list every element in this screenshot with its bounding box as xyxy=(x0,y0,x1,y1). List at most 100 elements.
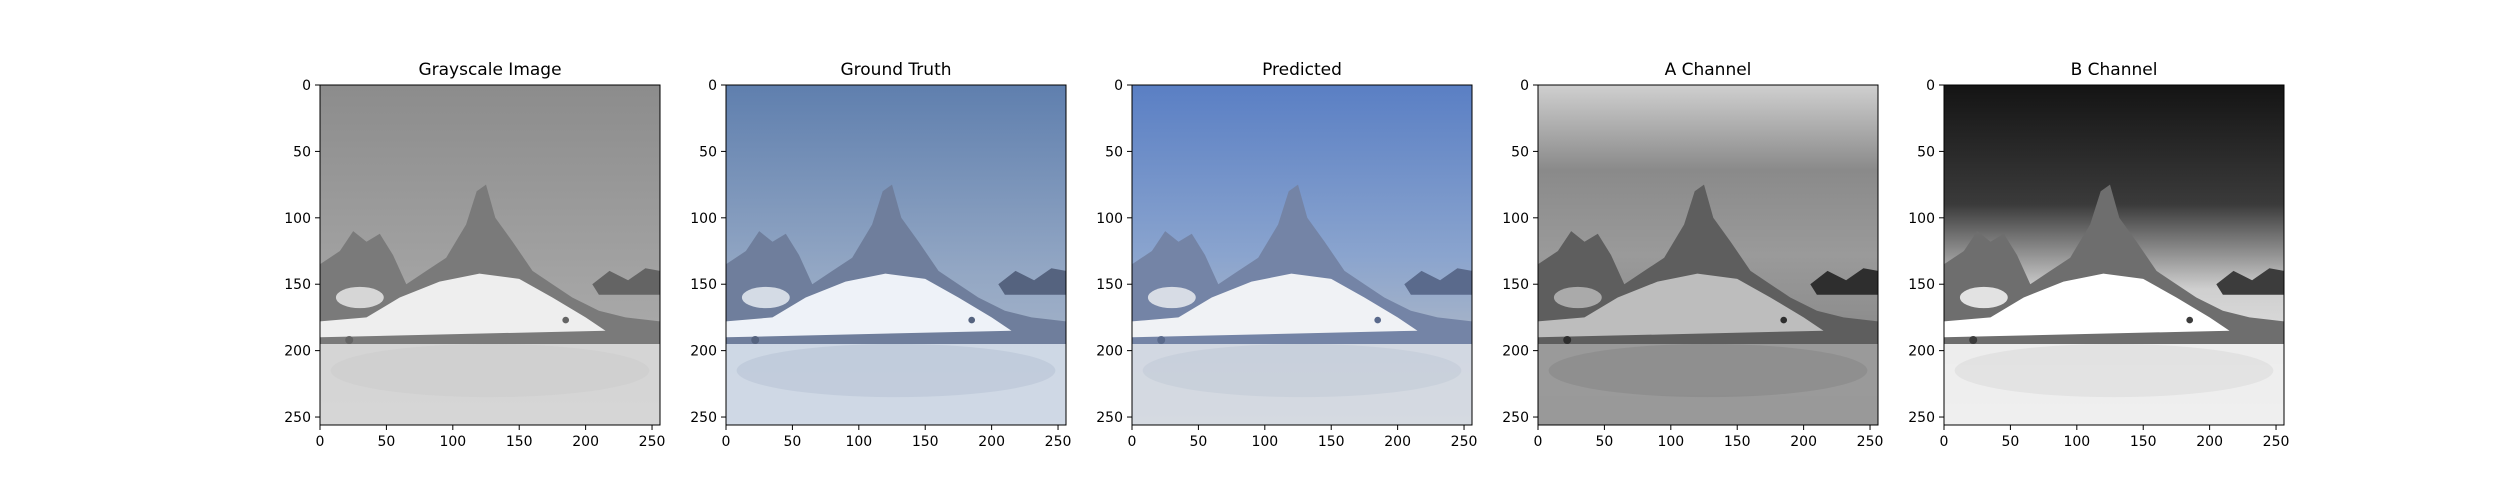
x-tick-label: 200 xyxy=(572,434,599,450)
x-tick-label: 0 xyxy=(1128,434,1137,450)
y-tick-label: 0 xyxy=(302,78,311,94)
image-rock-speck xyxy=(1780,316,1788,324)
panel-5: B Channel 0 50 100 150 200 250 0 50 100 150 200 250 xyxy=(1908,60,2289,450)
panel-title: Grayscale Image xyxy=(418,60,561,80)
x-tick-label: 250 xyxy=(1045,434,1072,450)
y-tick-label: 100 xyxy=(1502,211,1529,227)
x-tick-label: 100 xyxy=(1657,434,1684,450)
x-tick-label: 250 xyxy=(2263,434,2290,450)
image-right-ridge xyxy=(592,268,660,295)
image-snow-patch xyxy=(335,286,384,309)
image-rock-speck xyxy=(1374,316,1382,324)
panel-image xyxy=(1944,85,2284,425)
image-rock-speck xyxy=(1563,336,1572,344)
y-tick-label: 0 xyxy=(1114,78,1123,94)
x-tick-label: 0 xyxy=(722,434,731,450)
y-tick-label: 100 xyxy=(1096,211,1123,227)
x-tick-label: 0 xyxy=(1940,434,1949,450)
x-tick-label: 150 xyxy=(1724,434,1751,450)
axes-frame xyxy=(725,84,1067,426)
y-tick-label: 250 xyxy=(1096,410,1123,426)
image-snow-patch xyxy=(1147,286,1196,309)
y-tick-label: 200 xyxy=(1908,344,1935,360)
y-tick-label: 0 xyxy=(1520,78,1529,94)
x-tick-label: 150 xyxy=(912,434,939,450)
y-tick-label: 50 xyxy=(1105,144,1123,160)
x-tick-label: 50 xyxy=(377,434,395,450)
image-haze xyxy=(1142,343,1462,398)
panel-image xyxy=(1132,85,1472,425)
y-tick-label: 250 xyxy=(690,410,717,426)
x-tick-label: 50 xyxy=(783,434,801,450)
x-tick-label: 50 xyxy=(1595,434,1613,450)
image-snow-patch xyxy=(741,286,790,309)
image-rock-speck xyxy=(345,336,354,344)
image-rock-speck xyxy=(1157,336,1166,344)
axes-frame xyxy=(1537,84,1879,426)
panel-title: Predicted xyxy=(1262,60,1342,80)
y-tick-label: 200 xyxy=(284,344,311,360)
panel-4: A Channel 0 50 100 150 200 250 0 50 100 150 200 250 xyxy=(1502,60,1883,450)
y-tick-label: 250 xyxy=(1908,410,1935,426)
image-haze xyxy=(330,343,650,398)
x-tick-label: 150 xyxy=(1318,434,1345,450)
x-tick-label: 200 xyxy=(2196,434,2223,450)
y-tick-label: 150 xyxy=(1908,277,1935,293)
x-tick-label: 0 xyxy=(1534,434,1543,450)
image-right-ridge xyxy=(1404,268,1472,295)
image-snow-patch xyxy=(1553,286,1602,309)
y-tick-label: 250 xyxy=(1502,410,1529,426)
y-tick-label: 50 xyxy=(293,144,311,160)
y-tick-label: 0 xyxy=(708,78,717,94)
y-tick-label: 50 xyxy=(699,144,717,160)
y-tick-label: 150 xyxy=(284,277,311,293)
y-tick-label: 100 xyxy=(690,211,717,227)
panel-2: Ground Truth 0 50 100 150 200 250 0 50 100 150 200 2… xyxy=(690,60,1071,450)
y-tick-label: 150 xyxy=(690,277,717,293)
image-rock-speck xyxy=(751,336,760,344)
panel-title: Ground Truth xyxy=(840,60,951,80)
x-tick-label: 200 xyxy=(1790,434,1817,450)
x-tick-label: 50 xyxy=(2001,434,2019,450)
y-tick-label: 100 xyxy=(1908,211,1935,227)
y-tick-label: 50 xyxy=(1511,144,1529,160)
axes-frame xyxy=(1943,84,2285,426)
image-right-ridge xyxy=(2216,268,2284,295)
x-tick-label: 250 xyxy=(1857,434,1884,450)
y-tick-label: 200 xyxy=(1096,344,1123,360)
image-haze xyxy=(1548,343,1868,398)
x-tick-label: 250 xyxy=(639,434,666,450)
axes-frame xyxy=(319,84,661,426)
x-tick-label: 100 xyxy=(1251,434,1278,450)
image-snow-dome xyxy=(320,273,606,338)
image-rock-speck xyxy=(968,316,976,324)
image-rock-speck xyxy=(2186,316,2194,324)
x-tick-label: 0 xyxy=(316,434,325,450)
y-tick-label: 0 xyxy=(1926,78,1935,94)
image-haze xyxy=(1954,343,2274,398)
y-tick-label: 200 xyxy=(690,344,717,360)
x-tick-label: 200 xyxy=(1384,434,1411,450)
image-snow-patch xyxy=(1959,286,2008,309)
panel-image xyxy=(726,85,1066,425)
image-snow-dome xyxy=(726,273,1012,338)
x-tick-label: 150 xyxy=(2130,434,2157,450)
panel-title: B Channel xyxy=(2071,60,2158,80)
y-tick-label: 200 xyxy=(1502,344,1529,360)
x-tick-label: 150 xyxy=(506,434,533,450)
x-tick-label: 100 xyxy=(439,434,466,450)
image-right-ridge xyxy=(1810,268,1878,295)
y-tick-label: 250 xyxy=(284,410,311,426)
x-tick-label: 100 xyxy=(845,434,872,450)
x-tick-label: 100 xyxy=(2063,434,2090,450)
panel-1: Grayscale Image 0 50 100 150 200 250 0 50 100 150 2… xyxy=(284,60,665,450)
x-tick-label: 200 xyxy=(978,434,1005,450)
panel-title: A Channel xyxy=(1665,60,1752,80)
y-tick-label: 150 xyxy=(1502,277,1529,293)
panel-image xyxy=(320,85,660,425)
y-tick-label: 100 xyxy=(284,211,311,227)
panel-3: Predicted 0 50 100 150 200 250 0 50 100 150 200 250 xyxy=(1096,60,1477,450)
y-tick-label: 50 xyxy=(1917,144,1935,160)
image-right-ridge xyxy=(998,268,1066,295)
